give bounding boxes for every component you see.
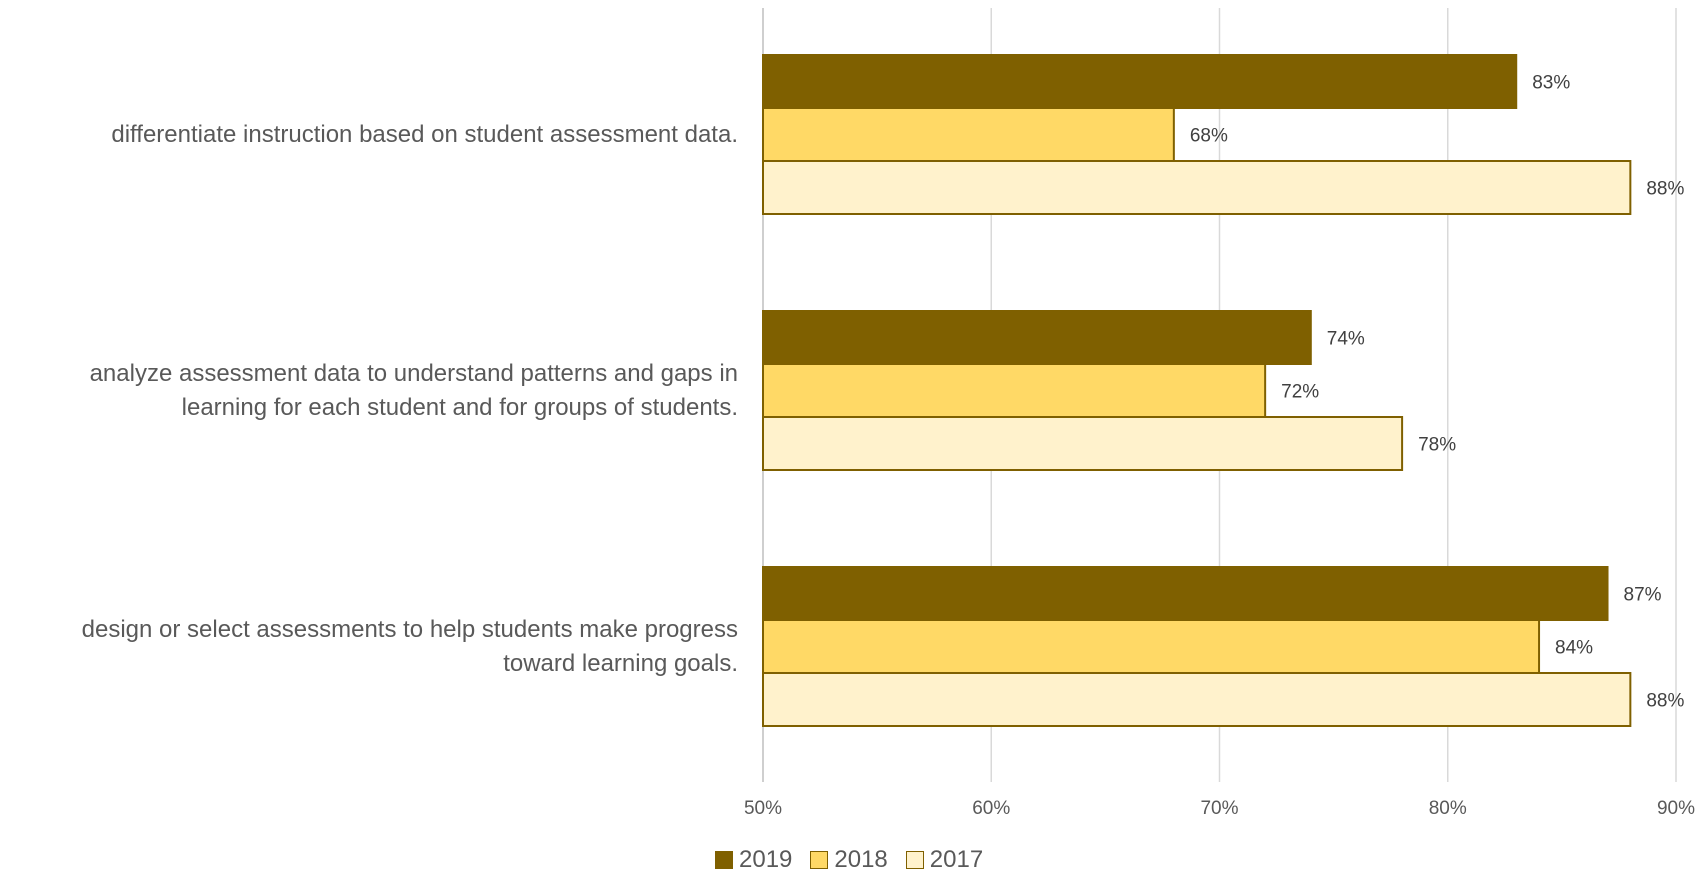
bar-2018-3 (762, 619, 1541, 674)
x-axis-tick-labels: 50% 60% 70% 80% 90% (744, 798, 1695, 819)
data-label-2019-2: 74% (1327, 329, 1365, 350)
legend-label-2017: 2017 (929, 846, 984, 873)
bar-2019-2 (762, 310, 1312, 365)
legend-item-2018: 2018 (810, 846, 888, 874)
bar-2019-3 (762, 566, 1609, 621)
x-tick-label: 60% (972, 798, 1010, 819)
x-tick-label: 70% (1200, 798, 1238, 819)
legend-label-2019: 2019 (739, 846, 793, 873)
bar-2018-1 (762, 107, 1175, 162)
data-label-2019-3: 87% (1624, 585, 1662, 606)
x-tick-label: 90% (1657, 798, 1695, 819)
legend-swatch-2019 (715, 851, 733, 869)
category-label-3: design or select assessments to help stu… (81, 615, 738, 677)
data-label-2019-1: 83% (1532, 73, 1570, 94)
x-tick-label: 80% (1429, 798, 1467, 819)
data-label-2018-1: 68% (1190, 126, 1228, 147)
bar-2017-2 (762, 416, 1404, 471)
bar-2018-2 (762, 363, 1267, 418)
data-label-2017-3: 88% (1646, 691, 1684, 712)
x-tick-label: 50% (744, 798, 782, 819)
legend-swatch-2017 (905, 851, 924, 869)
bar-2017-3 (762, 672, 1632, 727)
legend: 2019 2018 2017 (715, 846, 1001, 874)
bar-2017-1 (762, 160, 1632, 215)
bars (762, 54, 1632, 727)
legend-item-2019: 2019 (715, 846, 792, 874)
bar-2019-1 (762, 54, 1518, 109)
category-label-2: analyze assessment data to understand pa… (89, 359, 738, 421)
legend-label-2018: 2018 (834, 846, 888, 873)
data-label-2018-2: 72% (1281, 382, 1319, 403)
legend-swatch-2018 (810, 851, 829, 869)
data-label-2018-3: 84% (1555, 638, 1593, 659)
legend-item-2017: 2017 (905, 846, 984, 874)
data-labels: 83% 68% 88% 74% 72% 78% 87% 84% 88% (1190, 73, 1685, 712)
data-label-2017-2: 78% (1418, 435, 1456, 456)
category-label-1: differentiate instruction based on stude… (111, 120, 738, 148)
data-label-2017-1: 88% (1646, 179, 1684, 200)
